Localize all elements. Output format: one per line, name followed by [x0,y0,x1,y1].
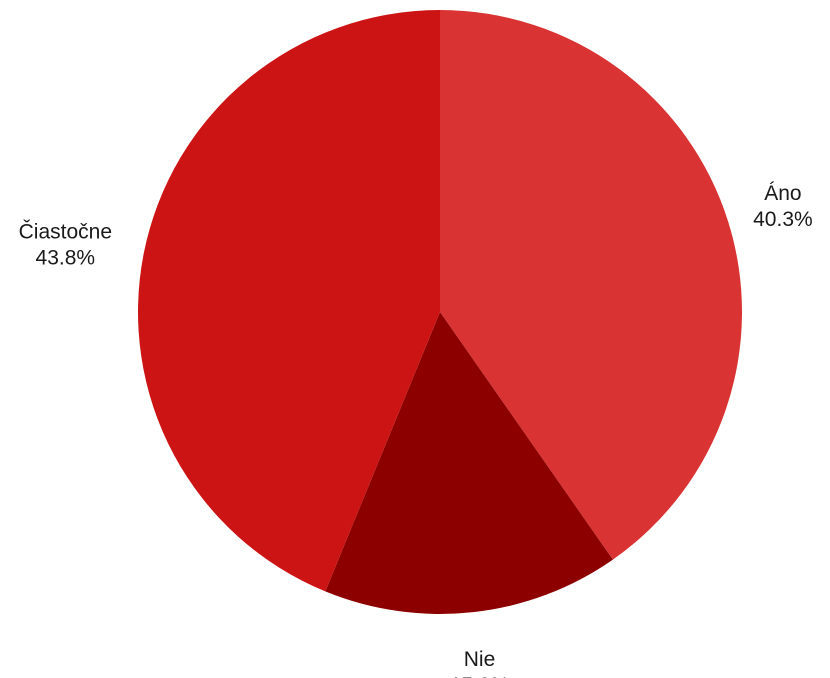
pie-label-value: 43.8% [36,246,96,269]
pie-label-ciastocne: Čiastočne 43.8% [19,220,112,269]
pie-label-value: 40.3% [753,208,813,231]
pie-slice-ciastocne [137,10,440,592]
pie-slices [137,10,743,614]
pie-labels: Áno 40.3% Nie 15.9% Čiastočne 43.8% [19,182,813,678]
pie-label-name: Čiastočne [19,220,112,243]
pie-label-name: Nie [464,648,496,671]
pie-label-ano: Áno 40.3% [753,182,813,231]
pie-label-name: Áno [764,182,801,205]
pie-label-nie: Nie 15.9% [450,648,510,678]
pie-label-value: 15.9% [450,674,510,678]
pie-slice-ano [440,10,743,560]
pie-slice-nie [325,312,613,614]
